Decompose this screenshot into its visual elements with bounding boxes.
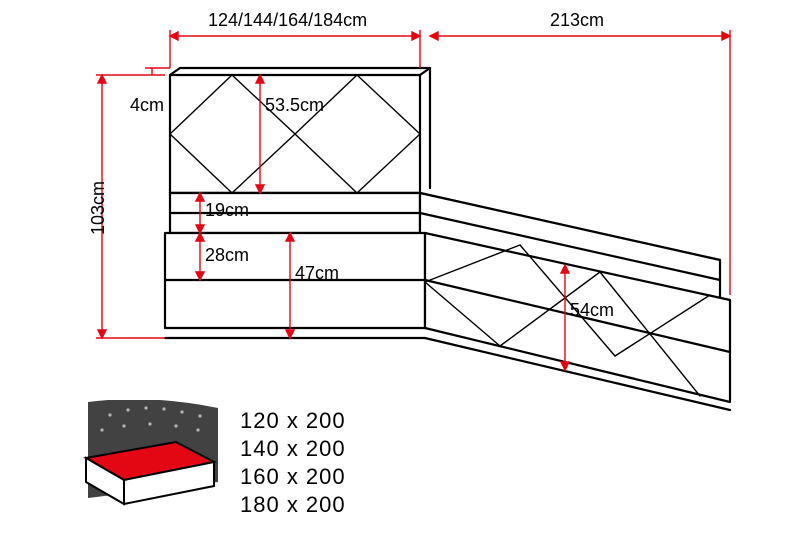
size-option: 160 x 200 [240, 463, 346, 491]
dim-base-height-label: 47cm [295, 263, 339, 284]
dim-footboard-label: 54cm [570, 300, 614, 321]
size-option: 120 x 200 [240, 407, 346, 435]
size-list: 120 x 200 140 x 200 160 x 200 180 x 200 [240, 407, 346, 519]
size-option: 140 x 200 [240, 435, 346, 463]
bed-dimension-diagram: 124/144/164/184cm 213cm 103cm 4cm 53.5cm… [0, 0, 800, 533]
dim-offset-label: 4cm [130, 95, 164, 116]
mattress-icon [80, 400, 220, 510]
dim-width-label: 124/144/164/184cm [208, 10, 367, 31]
dim-seam-label: 19cm [205, 200, 249, 221]
dim-mattress-height-label: 28cm [205, 245, 249, 266]
dim-headboard-label: 53.5cm [265, 95, 324, 116]
dim-height-label: 103cm [88, 181, 109, 235]
size-option: 180 x 200 [240, 491, 346, 519]
dim-depth-label: 213cm [550, 10, 604, 31]
